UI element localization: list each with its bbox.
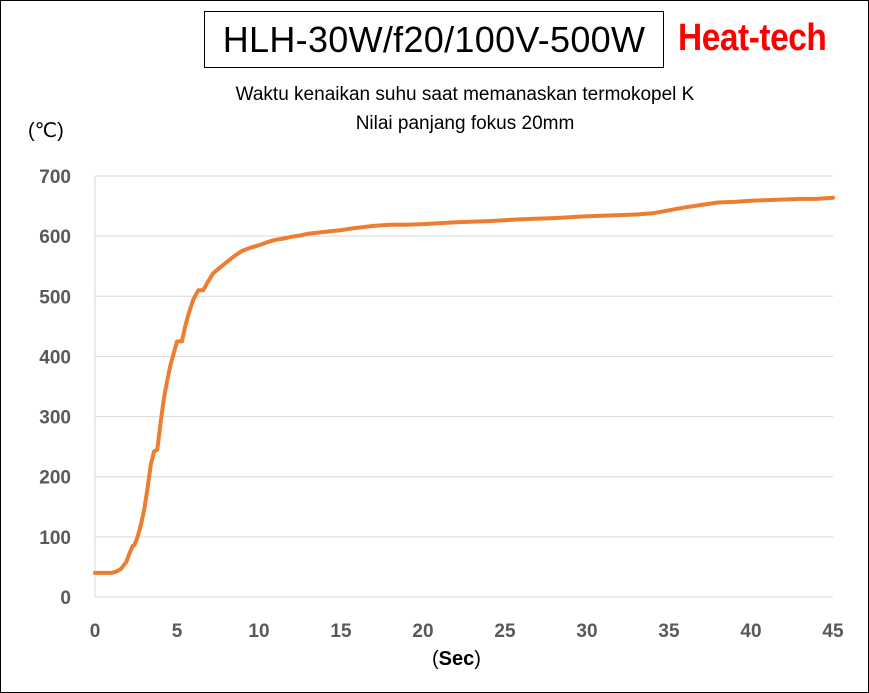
x-axis-unit-label: (Sec) <box>432 648 481 670</box>
y-tick-label-500: 500 <box>39 287 71 308</box>
x-tick-label-5: 5 <box>172 621 183 642</box>
brand-logo: Heat-tech <box>678 17 827 59</box>
x-tick-label-45: 45 <box>822 621 844 642</box>
y-tick-label-600: 600 <box>39 227 71 248</box>
x-tick-label-30: 30 <box>576 621 597 642</box>
chart-subtitle: Nilai panjang fokus 20mm <box>355 113 575 134</box>
chart-title: Waktu kenaikan suhu saat memanaskan term… <box>235 84 695 105</box>
x-tick-label-25: 25 <box>494 621 516 642</box>
x-tick-label-20: 20 <box>412 621 433 642</box>
y-tick-label-200: 200 <box>39 468 71 489</box>
model-title-box: HLH-30W/f20/100V-500W <box>204 11 664 68</box>
x-axis-unit-text: Sec <box>438 648 475 670</box>
y-axis-unit-label: (℃) <box>28 120 64 142</box>
y-tick-label-300: 300 <box>39 408 71 429</box>
y-tick-label-400: 400 <box>39 347 71 368</box>
x-tick-label-40: 40 <box>740 621 761 642</box>
x-tick-label-0: 0 <box>90 621 101 642</box>
x-tick-label-10: 10 <box>248 621 269 642</box>
series-line-0 <box>93 195 835 575</box>
x-tick-label-35: 35 <box>658 621 680 642</box>
y-tick-label-0: 0 <box>60 588 71 609</box>
y-tick-label-700: 700 <box>39 167 71 188</box>
y-tick-label-100: 100 <box>39 528 71 549</box>
model-title: HLH-30W/f20/100V-500W <box>222 18 646 60</box>
x-tick-label-15: 15 <box>330 621 352 642</box>
